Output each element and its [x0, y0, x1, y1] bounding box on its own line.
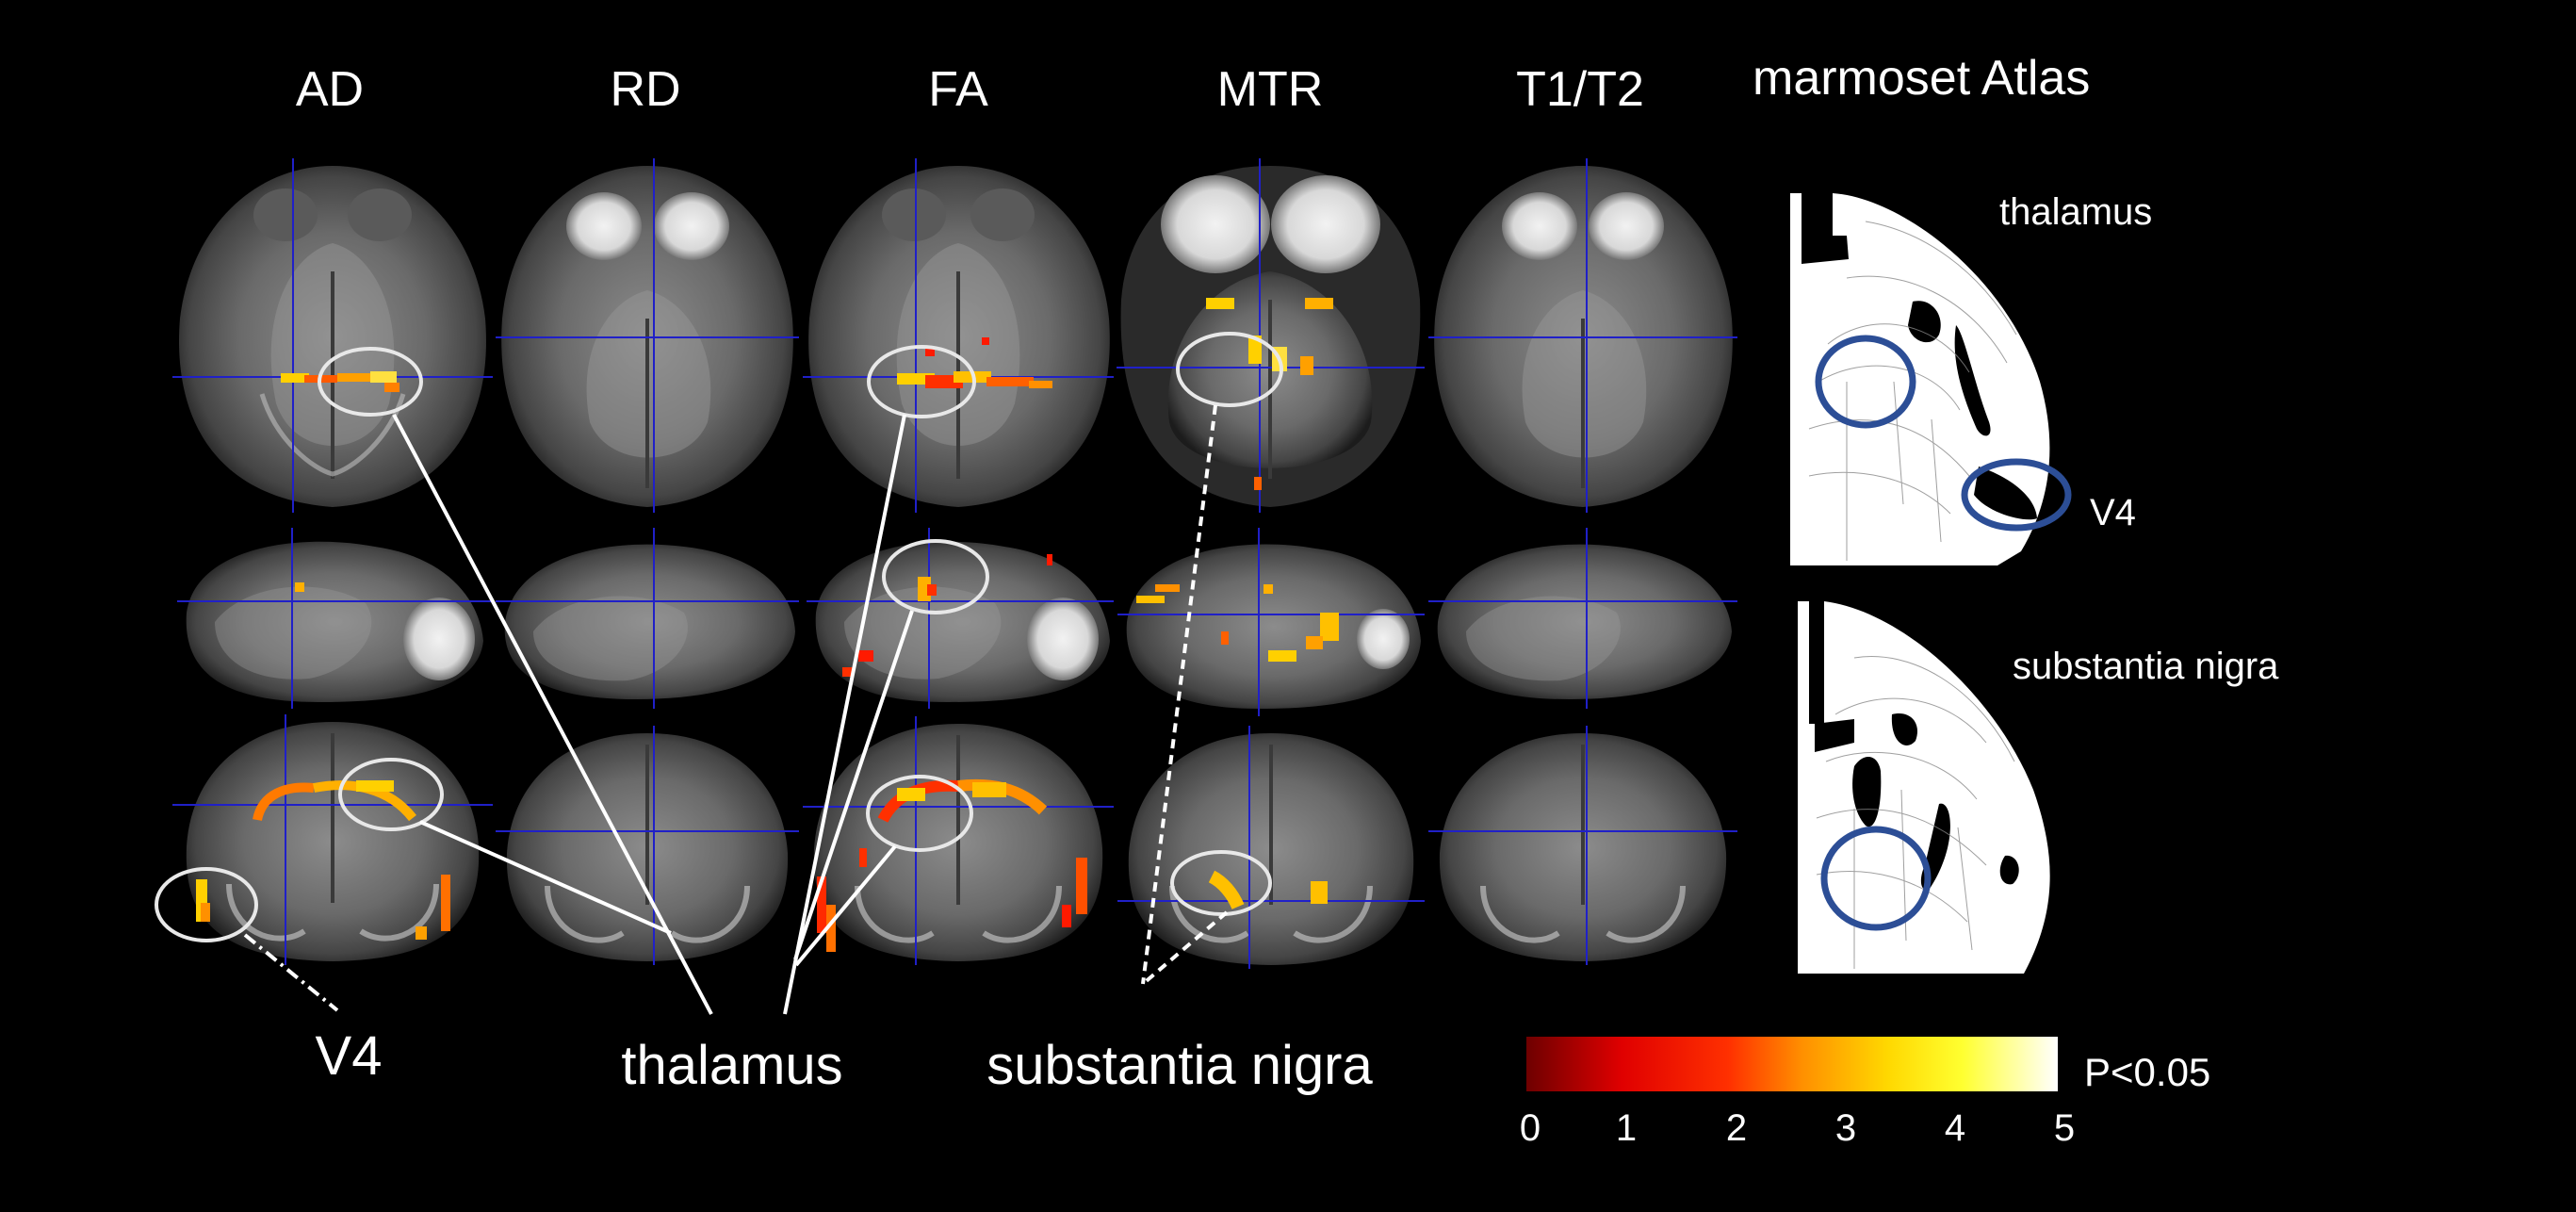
colorbar-tick: 5: [2054, 1107, 2075, 1149]
connector-lines: [243, 404, 1229, 1015]
circle-fa-axial: [867, 345, 976, 418]
axial-panel-ad: [172, 158, 493, 513]
column-title-mtr: MTR: [1217, 62, 1324, 117]
colorbar-tick: 4: [1945, 1107, 1965, 1149]
line-v4-ad: [243, 933, 339, 1012]
circle-ad-coronal: [338, 758, 444, 831]
coronal-panel-rd: [496, 726, 799, 965]
activation-blob: [842, 554, 1052, 677]
axial-panel-rd: [496, 158, 799, 513]
circle-mtr-coronal: [1170, 850, 1272, 916]
line-sn-mtr-axial: [1141, 404, 1217, 985]
atlas-circle-v4: [1961, 458, 2072, 532]
axial-panel-fa: [803, 158, 1114, 513]
colorbar-tick: 1: [1616, 1107, 1637, 1149]
circle-ad-axial: [318, 347, 423, 417]
coronal-panel-ad: [172, 714, 493, 965]
colorbar-tick: 3: [1835, 1107, 1856, 1149]
colorbar-tick: 0: [1520, 1107, 1541, 1149]
colorbar-gradient: [1526, 1037, 2058, 1091]
coronal-panel-fa: [803, 716, 1114, 965]
atlas-label-v4: V4: [2090, 492, 2136, 533]
label-thalamus: thalamus: [621, 1035, 842, 1096]
column-title-fa: FA: [928, 62, 988, 117]
atlas-label-thalamus: thalamus: [1999, 191, 2152, 233]
activation-blob: [817, 778, 1087, 952]
activation-blob: [1208, 870, 1328, 909]
atlas-panel-bottom: substantia nigra: [1798, 601, 2279, 974]
sagittal-row: [177, 528, 1737, 716]
circle-fa-sagittal: [882, 539, 989, 614]
column-title-t1t2: T1/T2: [1516, 62, 1644, 117]
column-titles: AD RD FA MTR T1/T2 marmoset Atlas: [296, 51, 2090, 117]
axial-panel-t1t2: [1428, 158, 1737, 513]
column-title-rd: RD: [610, 62, 680, 117]
bottom-labels: V4 thalamus substantia nigra: [316, 1025, 1374, 1096]
activation-blob: [1136, 584, 1339, 662]
circle-ad-v4: [155, 867, 258, 942]
atlas-label-substantia-nigra: substantia nigra: [2013, 646, 2279, 687]
circle-mtr-axial: [1176, 332, 1283, 407]
axial-panel-mtr: [1117, 158, 1425, 513]
sagittal-panel-rd: [496, 528, 799, 709]
line-sn-mtr-coronal: [1141, 910, 1229, 986]
line-thalamus-fa-sagittal: [793, 610, 914, 960]
colorbar: P<0.05 0 1 2 3 4 5: [1520, 1037, 2210, 1149]
coronal-row: [172, 714, 1737, 969]
atlas-title: marmoset Atlas: [1753, 51, 2090, 106]
colorbar-tick: 2: [1726, 1107, 1747, 1149]
label-substantia-nigra: substantia nigra: [986, 1035, 1373, 1096]
highlight-circles: [155, 332, 1283, 942]
line-thalamus-ad-axial: [392, 414, 713, 1015]
line-thalamus-fa-coronal: [794, 844, 897, 967]
coronal-panel-t1t2: [1428, 726, 1737, 965]
line-thalamus-fa-axial: [783, 414, 906, 1015]
activation-blob: [295, 582, 304, 592]
atlas-circle-thalamus: [1815, 335, 1916, 429]
sagittal-panel-ad: [177, 528, 492, 709]
sagittal-panel-t1t2: [1428, 528, 1737, 709]
label-v4: V4: [316, 1025, 383, 1087]
atlas-panel-top: thalamus V4: [1790, 191, 2152, 565]
coronal-panel-mtr: [1117, 726, 1425, 969]
line-thalamus-ad-coronal: [419, 820, 672, 935]
colorbar-ticks: 0 1 2 3 4 5: [1520, 1107, 2075, 1149]
atlas-circle-substantia-nigra: [1820, 826, 1932, 931]
sagittal-panel-mtr: [1117, 528, 1425, 716]
colorbar-threshold-label: P<0.05: [2084, 1050, 2210, 1094]
circle-fa-coronal: [866, 775, 973, 852]
axial-row: [172, 158, 1737, 513]
column-title-ad: AD: [296, 62, 364, 117]
activation-blob: [196, 780, 450, 940]
activation-blob: [897, 337, 1052, 388]
